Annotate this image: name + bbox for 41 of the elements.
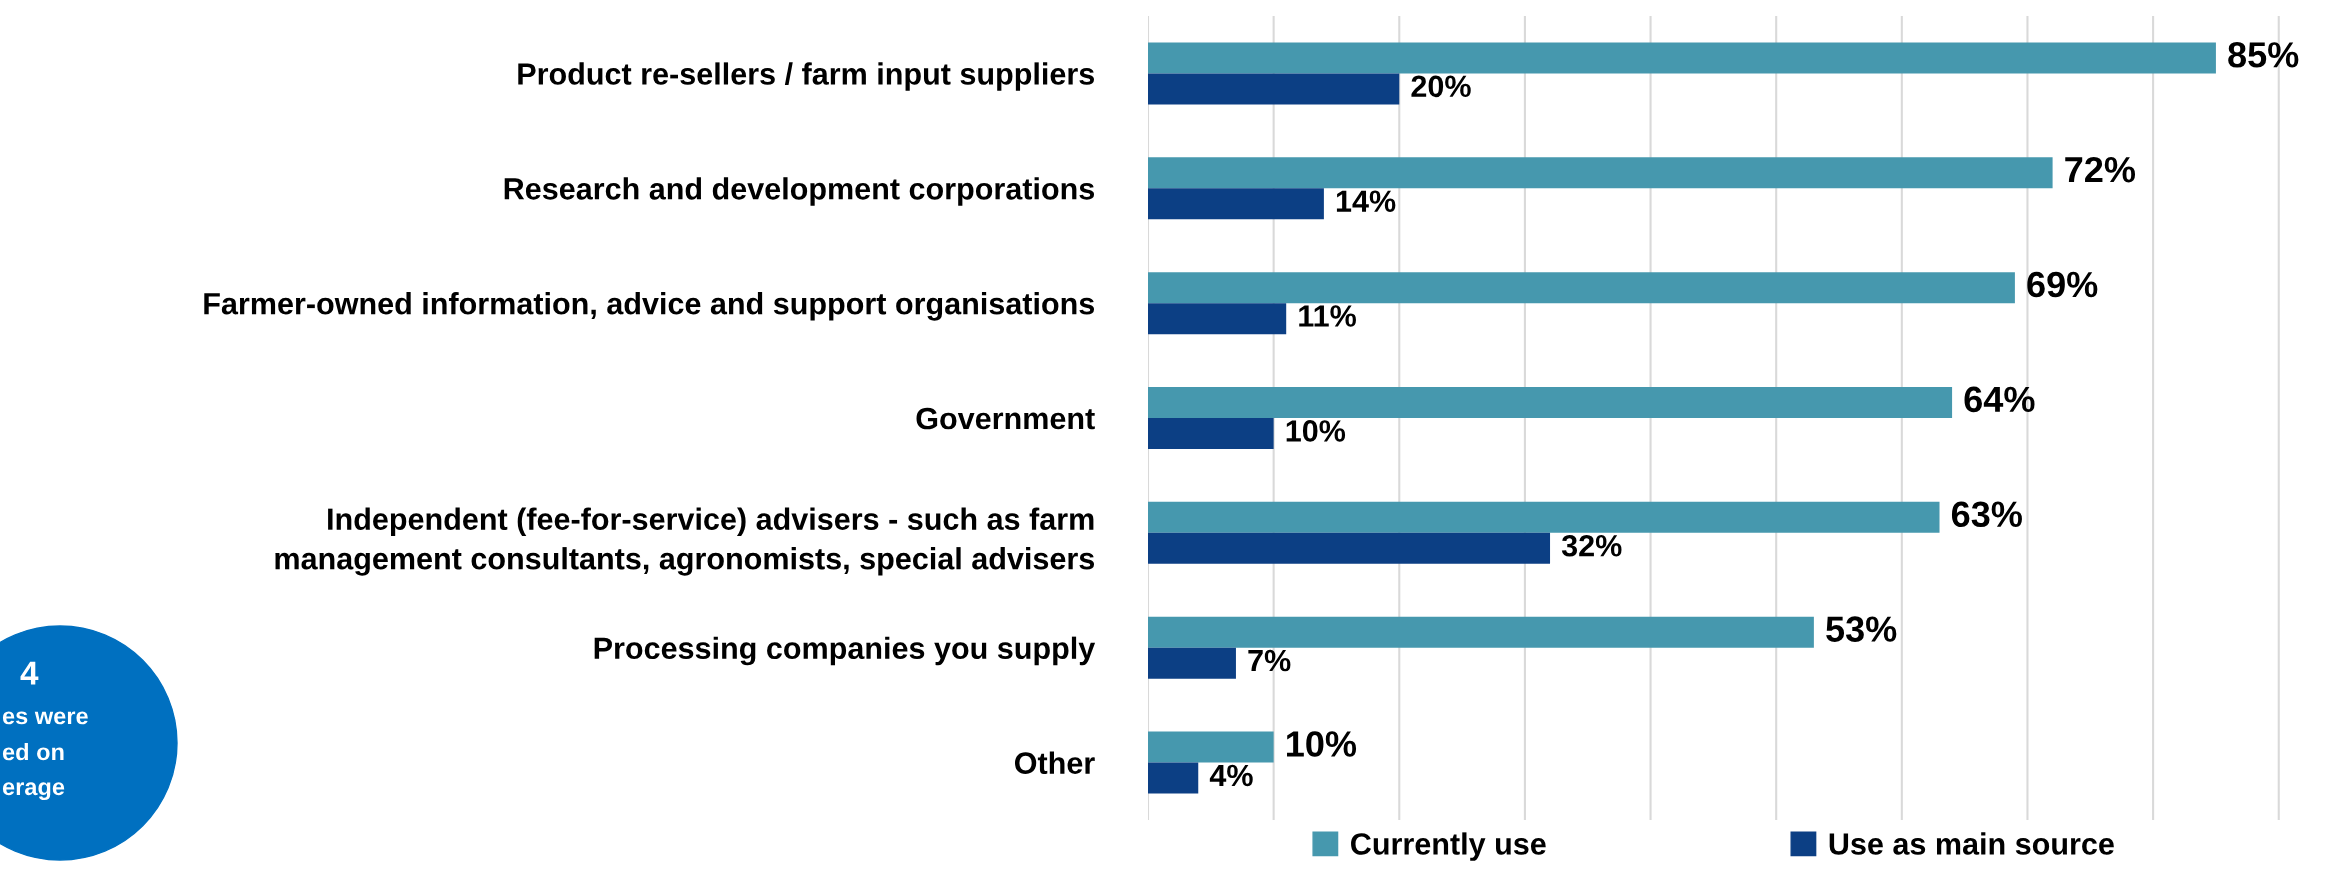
data-label: 14% xyxy=(1336,190,1396,212)
bar xyxy=(1148,272,2015,304)
y-tick-label: Product re-sellers / farm input suppliers xyxy=(518,62,1094,91)
data-label: 63% xyxy=(1951,501,2022,528)
bar xyxy=(1148,731,1274,763)
data-label: 11% xyxy=(1299,305,1356,327)
y-tick-label: Government xyxy=(916,407,1095,430)
bar xyxy=(1148,647,1236,679)
data-label: 53% xyxy=(1826,616,1897,642)
data-label: 64% xyxy=(1964,386,2035,413)
bar xyxy=(1148,386,1953,418)
data-label: 20% xyxy=(1411,75,1471,98)
data-label: 69% xyxy=(2027,271,2098,298)
text: erage xyxy=(2,782,65,801)
y-tick-label: Processing companies you supply xyxy=(594,636,1096,666)
bar xyxy=(1148,157,2053,189)
data-label: 10% xyxy=(1287,731,1357,757)
y-tick-label: Farmer-owned information, advice and support organisations xyxy=(204,292,1095,321)
bar xyxy=(1148,501,1940,533)
data-label: 85% xyxy=(2228,42,2299,68)
bar xyxy=(1148,303,1287,335)
y-tick-label: Other xyxy=(1014,751,1095,774)
data-label: 4% xyxy=(1209,764,1253,787)
data-label: 32% xyxy=(1561,534,1622,557)
bar xyxy=(1148,188,1324,220)
y-tick-label: Research and development corporations xyxy=(504,177,1095,206)
bar xyxy=(1148,73,1400,105)
text: ed on xyxy=(2,743,64,761)
y-tick-label: Independent (fee-for-service) advisers - such as farm management consultants, agronomists, special advisers xyxy=(275,507,1095,576)
legend-label: Use as main source xyxy=(1829,832,2114,855)
data-label: 72% xyxy=(2065,156,2136,183)
bar xyxy=(1148,418,1274,450)
bar xyxy=(1148,616,1814,648)
bar xyxy=(1148,762,1199,794)
data-label: 10% xyxy=(1286,420,1346,442)
bar xyxy=(1148,42,2216,74)
bar xyxy=(1148,532,1551,564)
legend-label: Currently use xyxy=(1351,832,1546,861)
text: 4 xyxy=(20,661,39,685)
text: es were xyxy=(2,711,88,725)
data-label: 7% xyxy=(1248,649,1291,672)
